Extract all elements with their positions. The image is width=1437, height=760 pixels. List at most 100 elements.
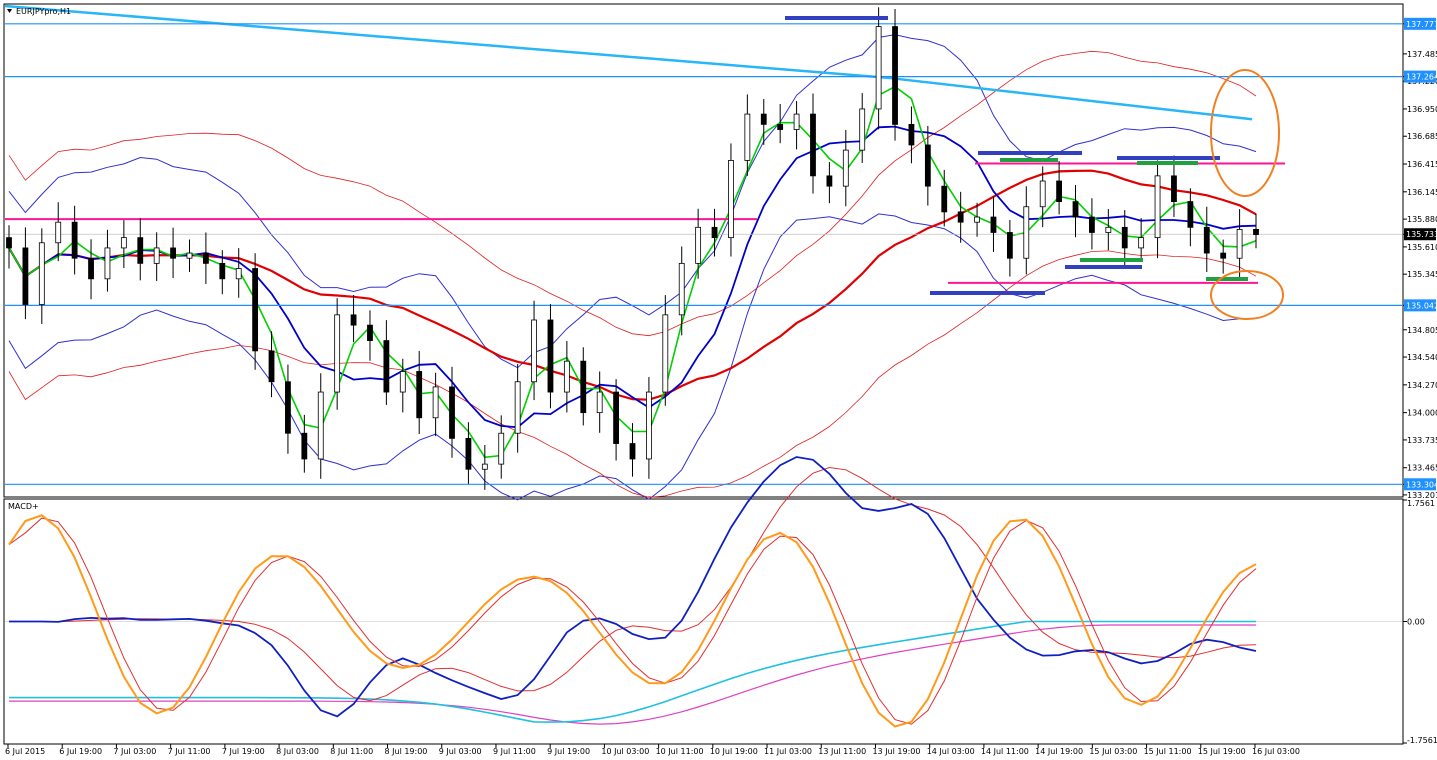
macd-header: MACD+ — [8, 502, 39, 511]
orange-circle[interactable] — [1210, 69, 1280, 197]
orange-circle[interactable] — [1210, 270, 1284, 320]
candle-body — [55, 221, 62, 244]
candle — [580, 347, 587, 426]
candle-body — [613, 391, 619, 444]
triangle-down-icon[interactable] — [7, 9, 12, 13]
time-axis: 6 Jul 2015 6 Jul 19:00 7 Jul 03:00 7 Jul 11… — [5, 744, 1300, 756]
candle — [202, 232, 209, 284]
candle-body — [908, 123, 915, 146]
price-tag — [1404, 70, 1436, 83]
candle — [416, 350, 423, 434]
candle-body — [219, 262, 226, 280]
candle-body — [596, 391, 603, 414]
time-tick-label: 6 Jul 2015 — [5, 747, 45, 756]
candle — [1171, 155, 1177, 217]
candle — [186, 239, 193, 272]
candle — [498, 415, 505, 479]
candle-body — [153, 247, 160, 264]
candle — [268, 331, 275, 398]
candle — [6, 225, 12, 269]
candle — [88, 239, 94, 300]
symbol-label: EURJPYpro,H1 — [16, 7, 71, 16]
candle — [695, 208, 702, 279]
candle-body — [629, 443, 636, 460]
candle-body — [170, 247, 176, 259]
candle — [399, 358, 406, 413]
macd-slow-line — [9, 456, 1257, 718]
candle-body — [71, 221, 78, 259]
time-tick-label: 10 Jul 19:00 — [710, 747, 758, 756]
candle-body — [186, 252, 193, 259]
candle-body — [301, 432, 308, 460]
candle — [613, 379, 619, 461]
candle — [744, 94, 751, 176]
macd-fast-signal-line — [8, 517, 1257, 725]
candle-body — [1253, 228, 1259, 235]
candle-body — [334, 314, 341, 393]
candle-body — [383, 340, 390, 393]
candle — [153, 232, 160, 282]
candle — [1072, 184, 1079, 238]
candle — [367, 310, 373, 361]
price-tag-label: 137.777 — [1406, 20, 1437, 29]
time-tick-label: 7 Jul 19:00 — [222, 747, 265, 756]
ma-mid-line — [8, 125, 1257, 429]
candle-body — [432, 386, 439, 419]
candle-body — [285, 381, 291, 434]
macd-tick-label: 1.7561 — [1407, 499, 1435, 508]
candle — [711, 208, 718, 257]
price-tick-label: 136.950 — [1407, 105, 1437, 114]
time-tick-label: 10 Jul 11:00 — [656, 747, 704, 756]
candle-body — [1138, 237, 1145, 249]
candle — [170, 227, 176, 279]
candle-body — [252, 268, 259, 352]
candle — [990, 196, 997, 252]
bollinger-lower-blue — [8, 213, 1257, 501]
annotations[interactable] — [785, 16, 1284, 320]
candle — [908, 106, 915, 164]
horizontal-levels[interactable] — [5, 23, 1402, 485]
candle-body — [104, 247, 111, 280]
price-tag-label: 135.042 — [1406, 301, 1437, 310]
candle-body — [990, 216, 997, 233]
time-tick-label: 14 Jul 03:00 — [927, 747, 975, 756]
candle-body — [1105, 226, 1112, 233]
candle — [596, 371, 603, 433]
ma-long-line — [4, 4, 1253, 121]
indicator-label: MACD+ — [8, 502, 39, 511]
candle — [334, 298, 341, 410]
candle-body — [1006, 232, 1013, 259]
candle-body — [1203, 226, 1210, 254]
candle — [760, 98, 767, 145]
candle — [235, 248, 242, 298]
time-tick-label: 10 Jul 03:00 — [601, 747, 649, 756]
candle — [1105, 209, 1112, 251]
time-tick-label: 7 Jul 11:00 — [168, 747, 211, 756]
candle-body — [1056, 180, 1063, 203]
candle-body — [1121, 226, 1128, 249]
candle — [432, 372, 439, 437]
price-tick-label: 133.465 — [1407, 464, 1437, 473]
time-tick-label: 9 Jul 11:00 — [493, 747, 536, 756]
candle-body — [1023, 206, 1030, 259]
candle — [924, 125, 931, 206]
price-tag — [1404, 228, 1436, 241]
candle — [350, 294, 357, 343]
price-tag-label: 133.304 — [1406, 480, 1437, 489]
macd-cyan-line — [9, 620, 1256, 723]
candle-body — [1171, 175, 1177, 203]
candle — [1253, 213, 1259, 249]
candle-body — [137, 237, 144, 264]
candle-body — [38, 242, 45, 305]
candle — [465, 422, 472, 484]
candle — [859, 93, 866, 163]
candle-body — [793, 113, 800, 130]
candle-body — [416, 371, 423, 419]
candle — [777, 103, 784, 144]
bollinger-lower-red — [8, 250, 1257, 498]
candle — [1154, 160, 1161, 259]
price-tick-label: 134.270 — [1407, 381, 1437, 390]
candle — [1138, 218, 1145, 262]
candle-body — [399, 371, 406, 393]
